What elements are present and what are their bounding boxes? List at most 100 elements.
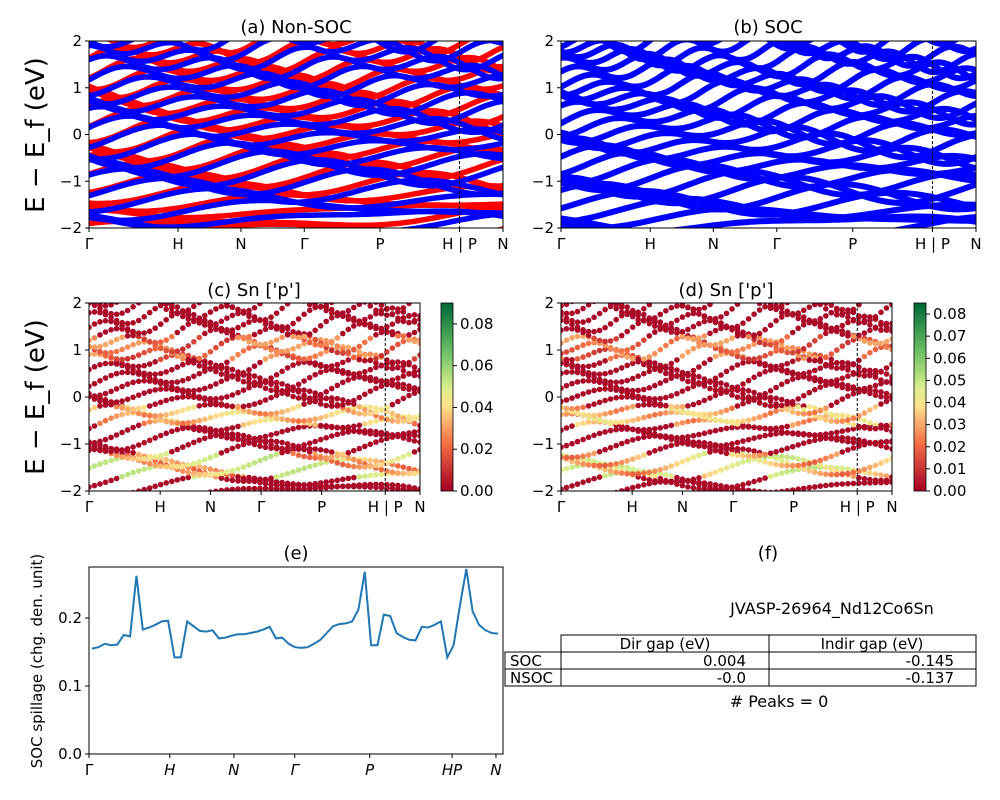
scatter-point xyxy=(828,364,835,370)
scatter-point xyxy=(845,466,851,473)
scatter-point xyxy=(102,375,109,381)
scatter-point xyxy=(641,370,647,377)
scatter-point xyxy=(718,314,724,320)
scatter-point xyxy=(834,429,840,436)
scatter-point xyxy=(646,469,653,476)
scatter-point xyxy=(789,409,796,415)
scatter-point xyxy=(561,427,564,433)
scatter-point xyxy=(635,471,641,477)
scatter-point xyxy=(146,338,153,345)
scatter-point xyxy=(800,432,807,438)
scatter-point xyxy=(400,373,407,379)
scatter-point xyxy=(400,464,407,471)
scatter-point xyxy=(812,469,818,476)
y-tick-label: 0.2 xyxy=(58,609,82,627)
scatter-point xyxy=(657,466,664,473)
scatter-point xyxy=(202,402,208,408)
scatter-point xyxy=(878,389,884,395)
scatter-point xyxy=(839,465,846,472)
scatter-point xyxy=(97,332,103,338)
scatter-point xyxy=(872,477,879,484)
table-header-dir: Dir gap (eV) xyxy=(620,635,711,653)
scatter-point xyxy=(202,435,208,442)
scatter-point xyxy=(690,323,697,330)
scatter-point xyxy=(240,464,247,470)
scatter-point xyxy=(257,410,263,417)
scatter-point xyxy=(690,485,697,491)
scatter-point xyxy=(130,449,136,456)
scatter-point xyxy=(580,453,586,460)
scatter-point xyxy=(641,470,647,477)
scatter-point xyxy=(817,333,824,340)
scatter-point xyxy=(169,478,175,485)
scatter-point xyxy=(351,354,357,361)
y-tick-label: 0 xyxy=(72,388,82,406)
scatter-point xyxy=(191,419,197,425)
scatter-point xyxy=(229,425,236,431)
scatter-point xyxy=(395,398,401,405)
scatter-point xyxy=(124,320,131,327)
scatter-point xyxy=(574,356,581,362)
scatter-point xyxy=(108,310,114,317)
scatter-point xyxy=(823,482,829,489)
scatter-point xyxy=(867,420,873,426)
scatter-point xyxy=(613,384,619,391)
panel-a-title: (a) Non-SOC xyxy=(240,17,351,38)
panel-f: (f) JVASP-26964_Nd12Co6Sn Dir gap (eV) I… xyxy=(504,543,977,711)
scatter-point xyxy=(268,453,274,460)
scatter-point xyxy=(312,327,319,334)
scatter-point xyxy=(784,401,790,407)
scatter-point xyxy=(889,446,892,452)
scatter-point xyxy=(795,420,801,427)
scatter-point xyxy=(340,330,346,337)
scatter-point xyxy=(663,394,669,401)
scatter-point xyxy=(707,395,713,401)
scatter-point xyxy=(685,311,691,318)
scatter-point xyxy=(284,365,291,371)
scatter-point xyxy=(834,347,840,353)
scatter-point xyxy=(268,485,274,491)
scatter-point xyxy=(340,370,346,376)
scatter-point xyxy=(861,425,868,431)
scatter-point xyxy=(367,404,374,411)
scatter-point xyxy=(152,413,158,419)
scatter-point xyxy=(400,381,407,388)
scatter-point xyxy=(618,488,625,491)
scatter-point xyxy=(657,311,664,318)
scatter-point xyxy=(834,418,840,425)
scatter-point xyxy=(751,311,757,318)
scatter-point xyxy=(613,379,619,386)
scatter-point xyxy=(591,349,597,356)
scatter-point xyxy=(268,445,274,452)
scatter-point xyxy=(646,477,653,483)
scatter-point xyxy=(867,317,873,324)
scatter-point xyxy=(306,449,313,455)
scatter-point xyxy=(351,397,357,404)
scatter-point xyxy=(889,477,892,483)
scatter-point xyxy=(362,484,368,490)
scatter-point xyxy=(591,387,597,394)
scatter-point xyxy=(668,393,675,399)
scatter-point xyxy=(596,430,603,437)
scatter-point xyxy=(563,405,570,412)
scatter-point xyxy=(618,309,625,316)
scatter-point xyxy=(224,328,230,335)
scatter-point xyxy=(97,309,103,316)
scatter-point xyxy=(268,324,274,330)
scatter-point xyxy=(629,417,636,424)
scatter-point xyxy=(789,311,796,318)
scatter-point xyxy=(591,335,597,342)
scatter-point xyxy=(563,442,570,449)
scatter-point xyxy=(646,333,653,339)
scatter-point xyxy=(180,420,186,427)
scatter-point xyxy=(718,486,724,491)
colorbar-tick-label: 0.01 xyxy=(933,460,966,478)
scatter-point xyxy=(108,399,114,406)
scatter-point xyxy=(202,465,208,471)
scatter-point xyxy=(411,470,418,477)
scatter-point xyxy=(762,451,768,458)
scatter-point xyxy=(141,314,147,320)
scatter-point xyxy=(406,465,412,472)
scatter-point xyxy=(734,384,741,390)
